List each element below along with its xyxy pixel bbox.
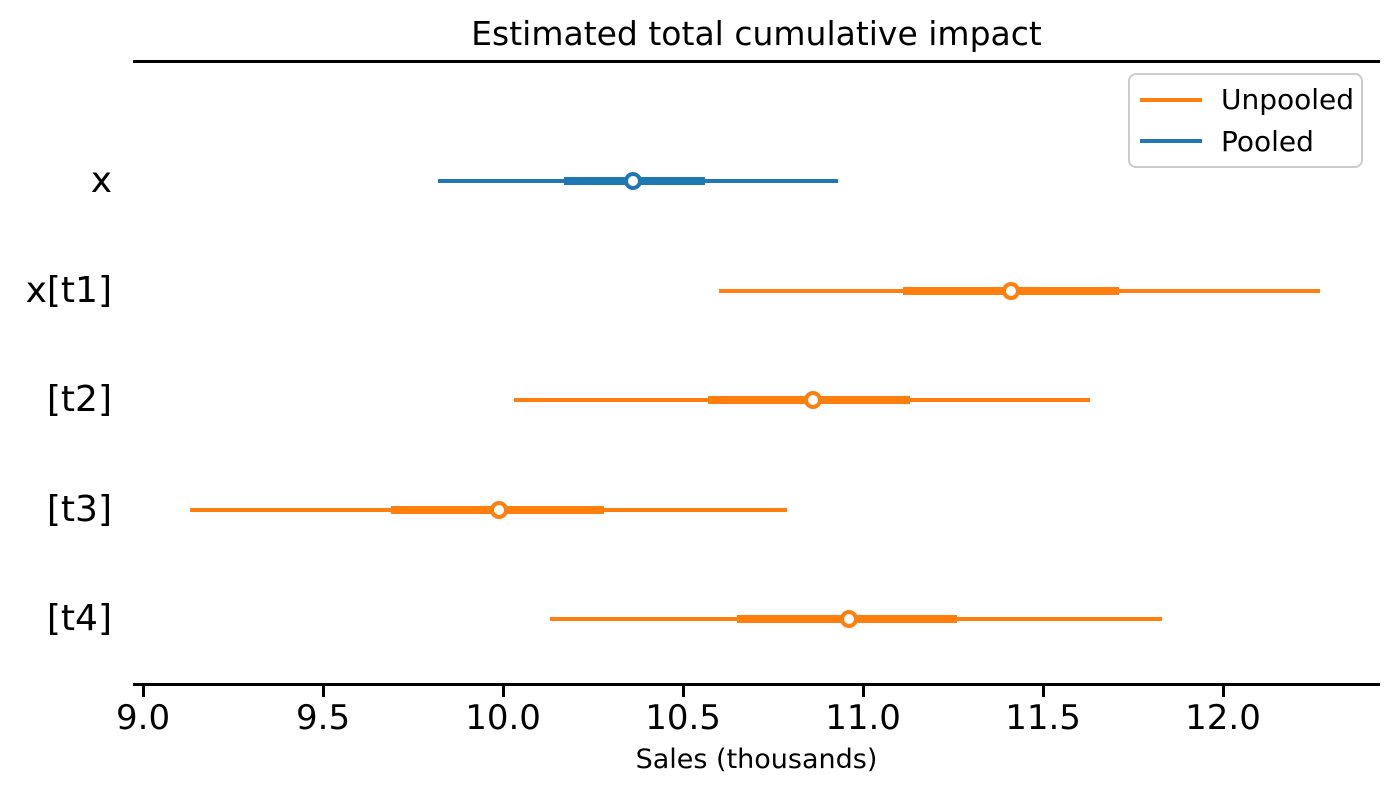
y-tick-label: x xyxy=(90,160,112,201)
x-axis-label: Sales (thousands) xyxy=(635,744,878,775)
top-spine xyxy=(133,60,1380,63)
x-tick xyxy=(501,686,505,697)
legend-line-sample xyxy=(1140,97,1202,102)
x-tick-label: 11.0 xyxy=(825,698,901,738)
x-tick xyxy=(681,686,685,697)
x-tick-label: 12.0 xyxy=(1185,698,1261,738)
x-tick xyxy=(1221,686,1225,697)
legend-item: Unpooled xyxy=(1140,79,1355,121)
chart-title: Estimated total cumulative impact xyxy=(471,14,1042,53)
x-tick xyxy=(1041,686,1045,697)
legend-item: Pooled xyxy=(1140,121,1351,163)
x-tick-label: 9.5 xyxy=(296,698,351,738)
point-marker xyxy=(490,500,509,519)
legend-line-sample xyxy=(1140,139,1202,144)
point-marker xyxy=(1001,281,1020,300)
legend: Unpooled Pooled xyxy=(1128,73,1363,168)
x-tick-label: 10.5 xyxy=(645,698,721,738)
bottom-x-axis-spine xyxy=(133,683,1380,686)
point-marker xyxy=(839,610,858,628)
y-tick-label: [t4] xyxy=(46,598,112,639)
y-tick-label: x[t1] xyxy=(25,269,112,311)
y-tick-label: [t3] xyxy=(46,488,112,530)
x-tick-label: 11.5 xyxy=(1005,698,1081,738)
x-tick xyxy=(861,686,865,697)
legend-item-label: Unpooled xyxy=(1221,83,1355,117)
x-tick-label: 10.0 xyxy=(465,698,541,738)
point-marker xyxy=(803,391,822,409)
y-tick-label: [t2] xyxy=(46,379,112,420)
point-marker xyxy=(623,172,642,190)
legend-item-label: Pooled xyxy=(1221,124,1314,158)
x-tick xyxy=(321,686,325,697)
x-tick-label: 9.0 xyxy=(116,698,171,738)
x-tick xyxy=(141,686,145,697)
